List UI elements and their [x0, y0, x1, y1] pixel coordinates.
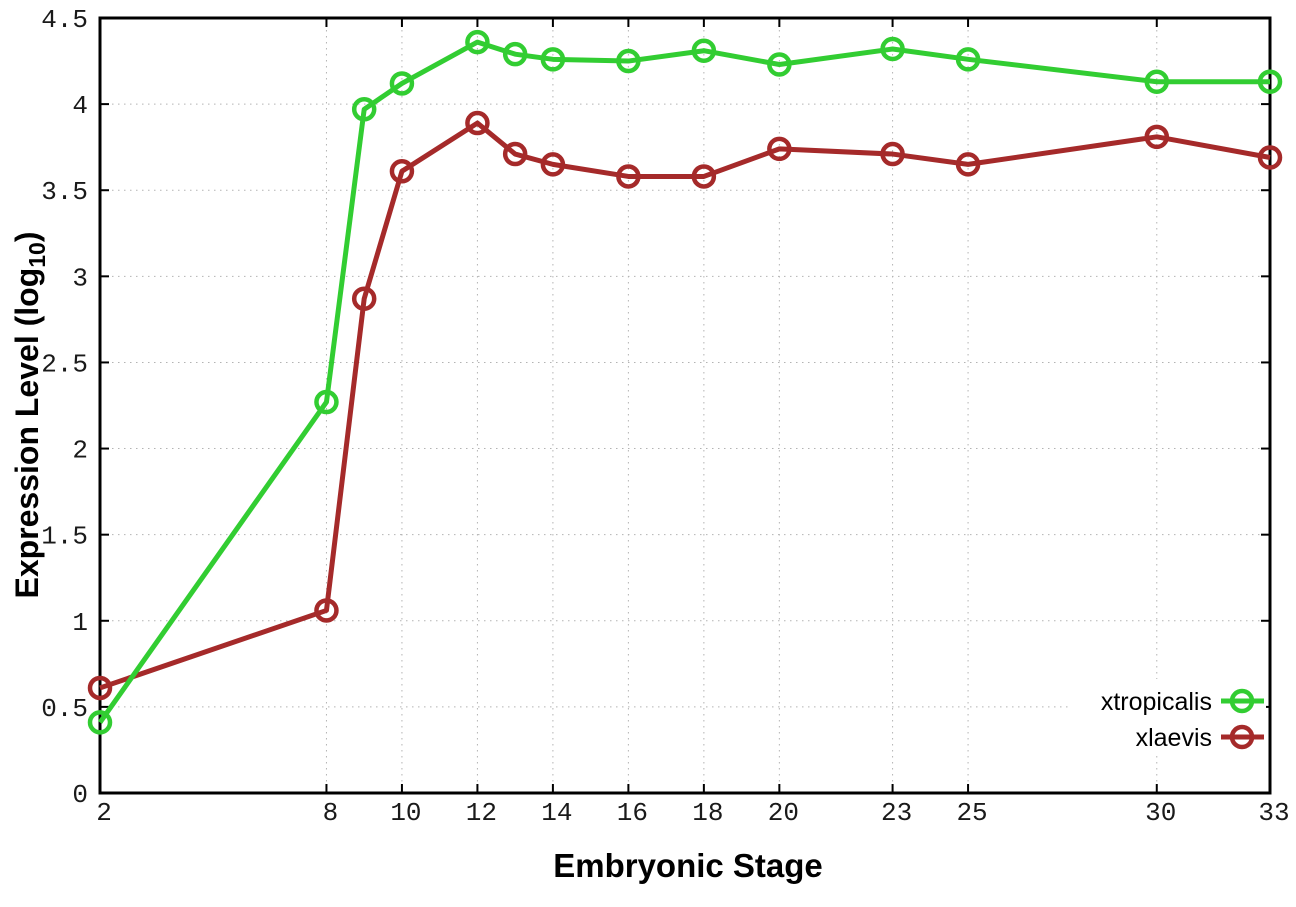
legend-sample-marker-xlaevis: [1229, 724, 1255, 750]
data-point-xtropicalis: [691, 38, 717, 63]
legend-label-xlaevis: xlaevis: [1136, 724, 1212, 752]
y-tick-label: 1: [72, 608, 88, 638]
data-point-xlaevis: [87, 675, 113, 701]
data-point-xlaevis: [1257, 145, 1283, 170]
data-point-xlaevis: [502, 141, 528, 167]
data-point-xtropicalis: [616, 48, 641, 74]
data-point-xlaevis: [616, 164, 641, 189]
y-axis-title: Expression Level (log10): [9, 231, 51, 598]
data-point-xlaevis: [389, 159, 415, 184]
x-tick-label: 10: [390, 798, 421, 828]
x-tick-label: 18: [692, 798, 723, 828]
y-axis-title-close: ): [8, 231, 45, 243]
y-tick-label: 0: [72, 780, 88, 810]
x-tick-label: 33: [1258, 798, 1289, 828]
data-point-xtropicalis: [880, 36, 905, 62]
x-tick-label: 12: [466, 798, 497, 828]
data-point-xlaevis: [1144, 124, 1170, 150]
x-tick-label: 14: [541, 798, 572, 828]
data-point-xtropicalis: [502, 41, 528, 67]
legend-sample-marker-xtropicalis: [1229, 688, 1255, 714]
data-point-xlaevis: [880, 141, 905, 167]
series-line-xlaevis: [99, 120, 1271, 691]
y-tick-label: 4.5: [41, 5, 88, 35]
data-point-xtropicalis: [955, 47, 981, 72]
y-axis-title-subscript: 10: [24, 242, 51, 268]
y-tick-label: 3.5: [41, 177, 88, 207]
data-point-xtropicalis: [1144, 69, 1170, 94]
data-point-xlaevis: [767, 136, 792, 162]
legend-label-xtropicalis: xtropicalis: [1101, 688, 1212, 716]
x-tick-label: 20: [768, 798, 799, 828]
plot-border: [98, 16, 1272, 795]
y-axis-title-text: Expression Level (log: [8, 267, 45, 599]
data-point-xtropicalis: [87, 710, 113, 735]
y-tick-label: 4: [72, 91, 88, 121]
x-tick-label: 2: [96, 798, 112, 828]
y-tick-label: 2: [72, 436, 88, 466]
data-point-xlaevis: [540, 152, 566, 177]
data-point-xtropicalis: [767, 52, 792, 77]
y-tick-label: 1.5: [41, 522, 88, 552]
data-point-xtropicalis: [351, 97, 377, 122]
data-point-xlaevis: [955, 152, 981, 177]
data-point-xlaevis: [691, 164, 717, 189]
x-axis-title: Embryonic Stage: [553, 847, 823, 884]
data-point-xlaevis: [465, 110, 490, 136]
x-tick-label: 30: [1145, 798, 1176, 828]
x-tick-label: 25: [956, 798, 987, 828]
data-point-xtropicalis: [465, 29, 490, 55]
y-tick-label: 0.5: [41, 694, 88, 724]
data-point-xtropicalis: [1257, 69, 1283, 94]
x-tick-label: 16: [617, 798, 648, 828]
data-point-xlaevis: [314, 598, 339, 623]
data-point-xtropicalis: [389, 71, 415, 96]
data-point-xtropicalis: [314, 389, 339, 415]
y-tick-label: 3: [72, 263, 88, 293]
x-tick-label: 23: [881, 798, 912, 828]
data-point-xlaevis: [351, 286, 377, 311]
series-line-xtropicalis: [97, 39, 1270, 724]
y-tick-label: 2.5: [41, 349, 88, 379]
x-tick-label: 8: [323, 798, 339, 828]
data-point-xtropicalis: [540, 47, 566, 72]
